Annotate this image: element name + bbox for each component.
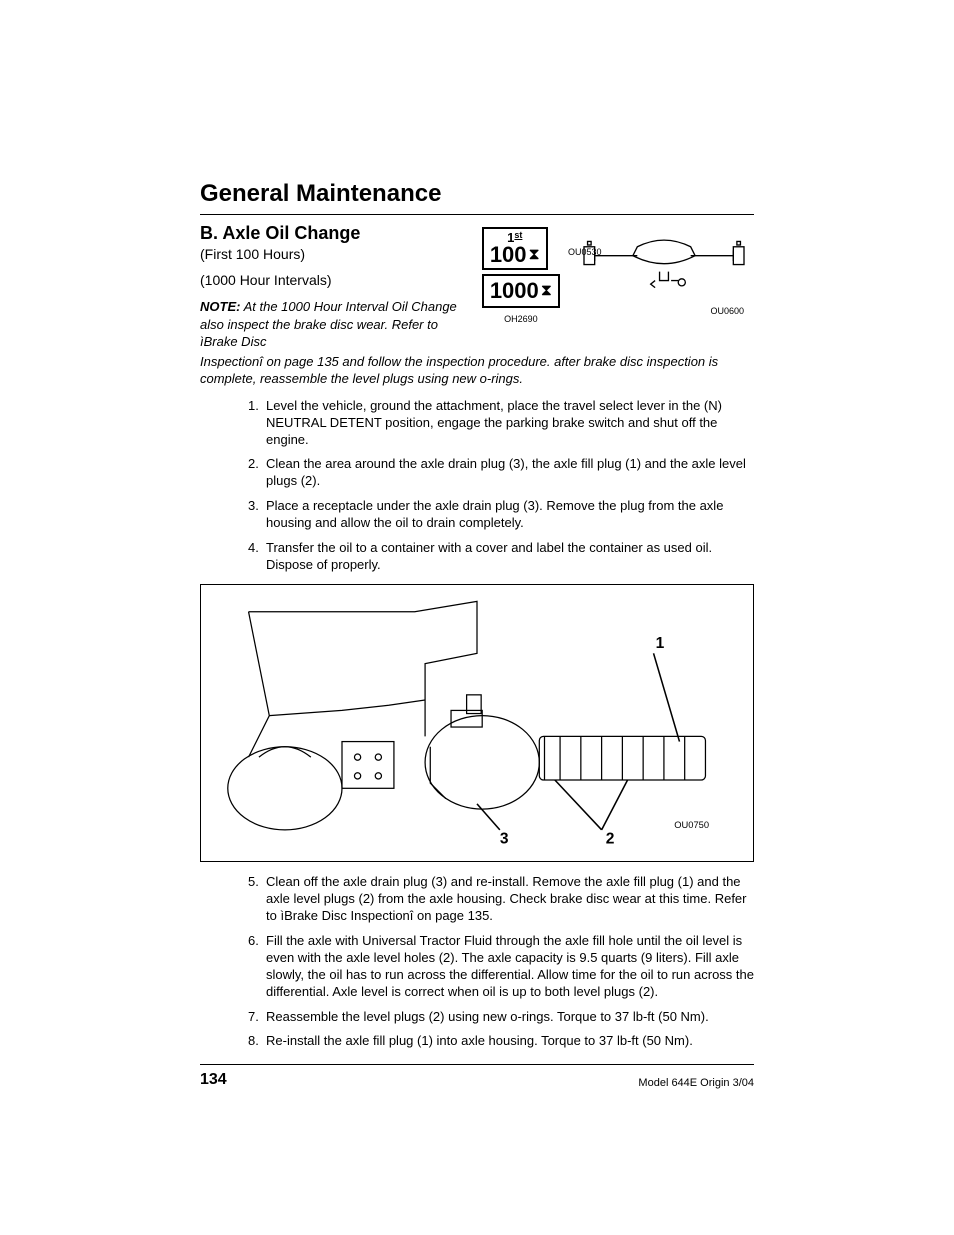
step-4: Transfer the oil to a container with a c…: [248, 540, 754, 574]
repeat-interval-number: 1000 ⧗: [490, 278, 552, 304]
callout-3: 3: [500, 830, 509, 847]
page-title: General Maintenance: [200, 180, 754, 208]
repeat-interval-box: 1000 ⧗: [482, 274, 560, 308]
axle-schematic-icon: [574, 229, 754, 309]
callout-1: 1: [656, 635, 665, 652]
page: General Maintenance B. Axle Oil Change (…: [0, 0, 954, 1235]
callout-2: 2: [606, 830, 615, 847]
step-6: Fill the axle with Universal Tractor Flu…: [248, 933, 754, 1001]
note-text-2: Inspectionî on page 135 and follow the i…: [200, 354, 718, 387]
step-1: Level the vehicle, ground the attachment…: [248, 398, 754, 449]
repeat-interval-label: (1000 Hour Intervals): [200, 272, 468, 288]
step-3: Place a receptacle under the axle drain …: [248, 498, 754, 532]
first-marker-suffix: st: [514, 230, 522, 240]
section-left: B. Axle Oil Change (First 100 Hours) (10…: [200, 223, 468, 361]
first-interval-number: 100⧗: [490, 244, 540, 266]
step-5: Clean off the axle drain plug (3) and re…: [248, 874, 754, 925]
section-heading: B. Axle Oil Change: [200, 223, 468, 244]
page-footer: 134 Model 644E Origin 3/04: [200, 1064, 754, 1089]
section-header-row: B. Axle Oil Change (First 100 Hours) (10…: [200, 223, 754, 361]
figure-box: 1 3 2 OU0750: [200, 584, 754, 863]
step-2: Clean the area around the axle drain plu…: [248, 456, 754, 490]
step-7: Reassemble the level plugs (2) using new…: [248, 1009, 754, 1026]
note-continuation: Inspectionî on page 135 and follow the i…: [200, 353, 754, 388]
note-partial: NOTE: At the 1000 Hour Interval Oil Chan…: [200, 298, 468, 351]
axle-mini-diagram: OU0530 OU0600: [574, 223, 754, 316]
procedure-steps-1: Level the vehicle, ground the attachment…: [248, 398, 754, 574]
footer-model: Model 644E Origin 3/04: [638, 1077, 754, 1089]
icon-code-bottom: OH2690: [504, 314, 538, 324]
hourglass-icon-2: ⧗: [541, 282, 552, 300]
note-label: NOTE:: [200, 299, 240, 314]
title-rule: [200, 214, 754, 215]
figure-code: OU0750: [674, 820, 709, 830]
hourglass-icon-1: ⧗: [529, 247, 540, 263]
procedure-steps-2: Clean off the axle drain plug (3) and re…: [248, 874, 754, 1050]
page-number: 134: [200, 1071, 227, 1089]
interval-icon-stack: 1st 100⧗ 1000 ⧗ OH2690: [482, 227, 560, 324]
repeat-number: 1000: [490, 278, 539, 304]
first-interval-box: 1st 100⧗: [482, 227, 548, 270]
axle-figure: 1 3 2 OU0750: [207, 591, 747, 851]
first-number: 100: [490, 244, 527, 266]
step-8: Re-install the axle fill plug (1) into a…: [248, 1033, 754, 1050]
first-interval-label: (First 100 Hours): [200, 246, 468, 262]
icon-code-top: OU0530: [568, 247, 602, 257]
